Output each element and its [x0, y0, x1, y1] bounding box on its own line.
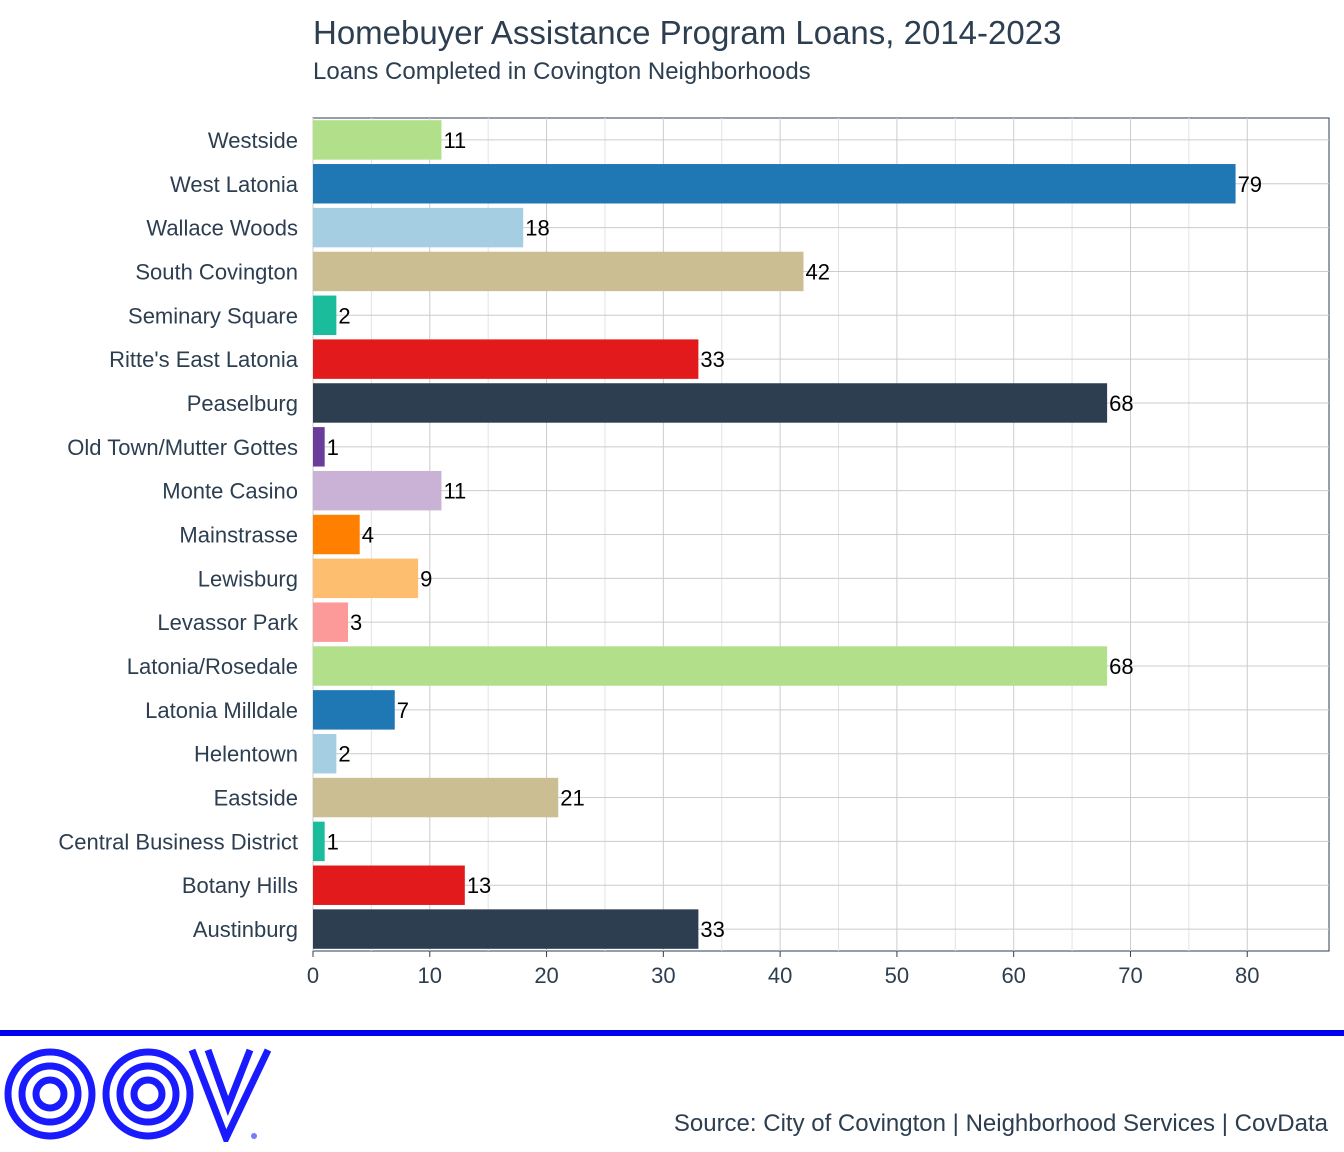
source-note: Source: City of Covington | Neighborhood… [673, 1110, 1328, 1137]
bar [313, 909, 699, 949]
category-label: Levassor Park [157, 610, 299, 635]
bar [313, 207, 524, 248]
bar [313, 558, 419, 599]
category-labels: Westside West Latonia Wallace Woods South C… [58, 128, 299, 942]
value-label: 21 [560, 786, 584, 811]
bar [313, 120, 442, 160]
value-label: 11 [443, 128, 466, 153]
bar [313, 514, 360, 555]
chart-title: Homebuyer Assistance Program Loans, 2014… [313, 14, 1062, 51]
value-label: 68 [1109, 654, 1133, 679]
category-label: Latonia/Rosedale [127, 654, 298, 679]
cov-logo-icon [4, 1048, 272, 1142]
bar [313, 295, 337, 336]
tick-label: 0 [307, 963, 319, 988]
value-label: 3 [350, 610, 362, 635]
value-label: 7 [397, 698, 409, 723]
value-label: 33 [700, 917, 724, 942]
tick-label: 80 [1235, 963, 1259, 988]
value-label: 1 [327, 829, 339, 854]
tick-label: 30 [651, 963, 675, 988]
category-label: Central Business District [58, 829, 298, 854]
value-label: 11 [443, 479, 466, 504]
category-label: Monte Casino [162, 479, 298, 504]
bar [313, 821, 325, 862]
value-label: 2 [338, 303, 350, 328]
tick-label: 10 [418, 963, 442, 988]
category-label: Latonia Milldale [145, 698, 298, 723]
value-label: 13 [467, 873, 491, 898]
bar [313, 777, 559, 818]
chart-subtitle: Loans Completed in Covington Neighborhoo… [313, 58, 811, 85]
category-label: Helentown [194, 742, 298, 767]
footer-rule [0, 1030, 1344, 1036]
bar [313, 383, 1108, 423]
category-label: Botany Hills [182, 873, 298, 898]
value-label: 68 [1109, 391, 1133, 416]
bar [313, 690, 395, 730]
category-label: Wallace Woods [146, 216, 298, 241]
value-label: 4 [362, 523, 374, 548]
bar-chart: Westside West Latonia Wallace Woods South C… [58, 117, 1330, 988]
value-label: 18 [525, 216, 549, 241]
category-label: Seminary Square [128, 303, 298, 328]
bar [313, 339, 699, 379]
bar [313, 733, 337, 774]
category-label: West Latonia [170, 172, 299, 197]
tick-label: 40 [768, 963, 792, 988]
bar [313, 427, 325, 467]
bar [313, 865, 465, 905]
category-label: Austinburg [193, 917, 298, 942]
value-label: 2 [338, 742, 350, 767]
bar [313, 602, 349, 642]
bars [313, 120, 1236, 949]
tick-label: 70 [1118, 963, 1142, 988]
x-axis-ticks: 0 10 20 30 40 50 60 70 80 [307, 951, 1259, 988]
bar [313, 646, 1108, 686]
value-label: 79 [1238, 172, 1262, 197]
tick-label: 50 [885, 963, 909, 988]
value-label: 33 [700, 347, 724, 372]
value-label: 9 [420, 566, 432, 591]
bar [313, 164, 1236, 204]
tick-label: 20 [534, 963, 558, 988]
value-label: 42 [805, 259, 829, 284]
category-label: Peaselburg [187, 391, 298, 416]
category-label: Westside [208, 128, 298, 153]
category-label: Lewisburg [198, 566, 298, 591]
category-label: Ritte's East Latonia [109, 347, 299, 372]
bar [313, 251, 804, 292]
category-label: Old Town/Mutter Gottes [67, 435, 298, 460]
category-label: Eastside [214, 786, 298, 811]
category-label: Mainstrasse [179, 523, 298, 548]
tick-label: 60 [1001, 963, 1025, 988]
category-label: South Covington [135, 259, 298, 284]
value-label: 1 [327, 435, 339, 460]
bar [313, 470, 442, 511]
